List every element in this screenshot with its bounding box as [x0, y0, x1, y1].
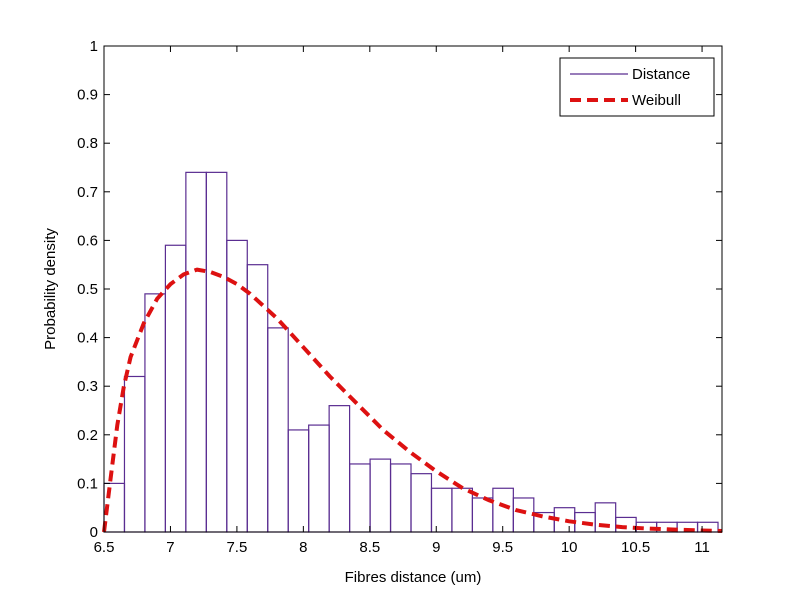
y-tick-label: 0.9 [77, 87, 98, 104]
legend-label-distance: Distance [632, 66, 690, 83]
y-tick-label: 0.2 [77, 427, 98, 444]
x-tick-label: 9 [432, 539, 440, 556]
x-tick-label: 8 [299, 539, 307, 556]
y-tick-label: 0.5 [77, 281, 98, 298]
y-tick-label: 0.4 [77, 330, 98, 347]
x-tick-label: 10 [561, 539, 578, 556]
x-tick-label: 8.5 [359, 539, 380, 556]
plot-area [104, 46, 722, 532]
y-tick-label: 1 [90, 38, 98, 55]
y-tick-label: 0.8 [77, 135, 98, 152]
x-tick-label: 7 [166, 539, 174, 556]
x-axis-label: Fibres distance (um) [345, 569, 482, 586]
x-tick-label: 9.5 [492, 539, 513, 556]
x-tick-label: 10.5 [621, 539, 650, 556]
y-tick-label: 0.1 [77, 475, 98, 492]
legend-label-weibull: Weibull [632, 92, 681, 109]
y-tick-label: 0.6 [77, 232, 98, 249]
y-tick-label: 0.3 [77, 378, 98, 395]
x-axis-ticks: 6.5 7 7.5 8 8.5 9 9.5 10 10.5 11 [94, 46, 710, 556]
legend-box [559, 57, 715, 117]
x-tick-label: 6.5 [94, 539, 115, 556]
y-axis-ticks: 0 0.1 0.2 0.3 0.4 0.5 0.6 0.7 0.8 0.9 1 [77, 38, 722, 541]
y-tick-label: 0.7 [77, 184, 98, 201]
legend: Distance Weibull [559, 57, 715, 117]
x-tick-label: 7.5 [226, 539, 247, 556]
weibull-curve [102, 267, 723, 533]
y-tick-label: 0 [90, 524, 98, 541]
weibull-curve-layer [102, 267, 723, 533]
y-axis-label: Probability density [42, 228, 59, 350]
x-tick-label: 11 [694, 539, 710, 556]
